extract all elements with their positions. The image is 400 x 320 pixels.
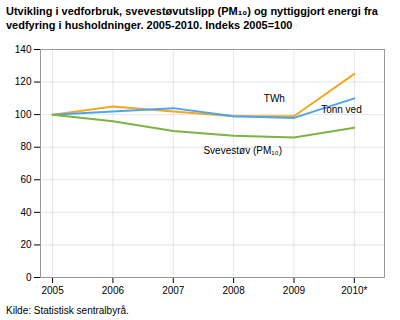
svg-text:120: 120 xyxy=(15,76,32,87)
svg-text:2009: 2009 xyxy=(283,284,306,295)
svg-text:Svevestøv (PM₁₀): Svevestøv (PM₁₀) xyxy=(203,144,282,155)
svg-text:2008: 2008 xyxy=(222,284,245,295)
svg-text:40: 40 xyxy=(20,206,32,217)
svg-text:2006: 2006 xyxy=(102,284,125,295)
svg-text:20: 20 xyxy=(20,239,32,250)
html-text:Kilde: Statistisk sentralbyrå.: Kilde: Statistisk sentralbyrå. xyxy=(6,304,129,316)
html-text:Utvikling i vedforbruk, sveves: Utvikling i vedforbruk, svevestøvutslipp… xyxy=(6,5,378,32)
svg-text:TWh: TWh xyxy=(264,92,285,103)
svg-text:0: 0 xyxy=(26,271,32,282)
svg-text:Tonn ved: Tonn ved xyxy=(321,104,362,115)
svg-text:80: 80 xyxy=(20,141,32,152)
svg-text:140: 140 xyxy=(15,43,32,54)
svg-text:2010*: 2010* xyxy=(341,284,367,295)
svg-text:60: 60 xyxy=(20,174,32,185)
svg-text:2005: 2005 xyxy=(41,284,64,295)
svg-text:2007: 2007 xyxy=(162,284,185,295)
svg-text:100: 100 xyxy=(15,108,32,119)
